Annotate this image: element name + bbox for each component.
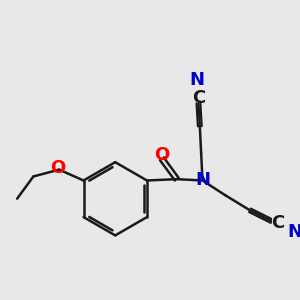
Text: C: C [192,89,205,107]
Text: C: C [271,214,284,232]
Text: O: O [50,159,65,177]
Text: N: N [288,223,300,241]
Text: N: N [190,71,205,89]
Text: N: N [195,172,210,190]
Text: O: O [154,146,170,164]
